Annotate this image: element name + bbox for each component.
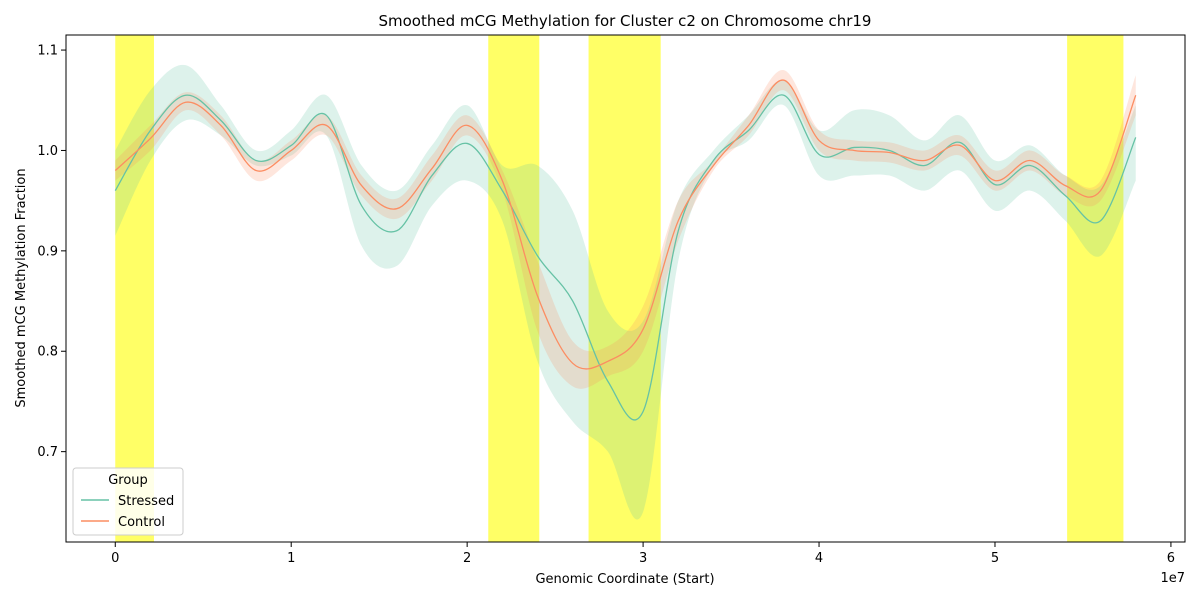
y-tick-label: 0.8 xyxy=(37,345,58,360)
plot-frame xyxy=(65,34,1186,543)
x-tick-label: 5 xyxy=(991,551,999,566)
y-axis-title: Smoothed mCG Methylation Fraction xyxy=(14,168,29,407)
legend-box xyxy=(72,467,184,536)
legend-title: Group xyxy=(108,473,148,488)
legend-item-control[interactable]: Control xyxy=(81,515,165,530)
y-axis: 0.7 0.8 0.9 1.0 1.1 xyxy=(37,44,66,460)
series-line-control xyxy=(114,79,1137,370)
x-axis-title: Genomic Coordinate (Start) xyxy=(535,572,714,587)
x-tick-label: 1 xyxy=(287,551,295,566)
legend-label-control: Control xyxy=(118,515,165,530)
chart-title: Smoothed mCG Methylation for Cluster c2 … xyxy=(379,12,872,30)
series-line-stressed xyxy=(114,94,1137,421)
x-tick-label: 4 xyxy=(815,551,823,566)
legend[interactable]: Group Stressed Control xyxy=(72,467,184,536)
legend-label-stressed: Stressed xyxy=(118,494,174,509)
x-tick-label: 0 xyxy=(111,551,119,566)
ci-band-control xyxy=(115,70,1136,389)
highlight-region-1 xyxy=(488,35,540,542)
confidence-bands xyxy=(115,64,1136,520)
series-lines xyxy=(114,79,1137,421)
legend-item-stressed[interactable]: Stressed xyxy=(81,494,174,509)
x-axis-offset-label: 1e7 xyxy=(1160,571,1185,586)
y-tick-label: 1.1 xyxy=(37,44,58,59)
y-tick-label: 0.7 xyxy=(37,445,58,460)
highlight-region-0 xyxy=(115,35,154,542)
ci-band-stressed xyxy=(115,64,1136,520)
highlight-region-3 xyxy=(1067,35,1124,542)
x-tick-label: 6 xyxy=(1167,551,1175,566)
y-tick-label: 1.0 xyxy=(37,144,58,159)
x-tick-label: 3 xyxy=(639,551,647,566)
x-tick-label: 2 xyxy=(463,551,471,566)
y-tick-label: 0.9 xyxy=(37,244,58,259)
highlight-regions xyxy=(115,35,1124,542)
x-axis: 0 1 2 3 4 5 6 xyxy=(111,542,1175,566)
highlight-region-2 xyxy=(588,35,661,542)
